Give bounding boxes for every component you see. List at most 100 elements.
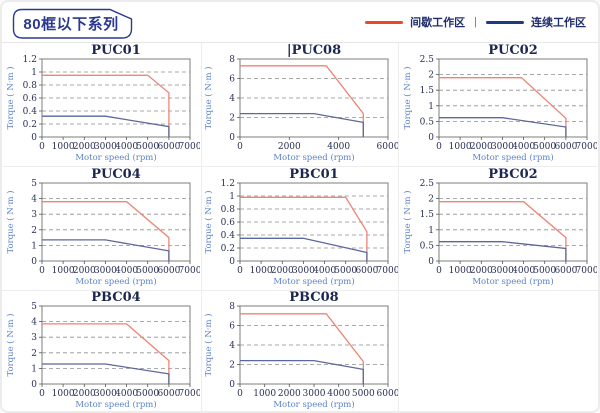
x-tick-label: 4000 (115, 142, 138, 152)
y-axis-label: Torque ( N·m ) (5, 313, 16, 376)
curve-intermittent (41, 200, 170, 261)
y-tick-label: 1 (31, 364, 37, 374)
badge-outline (12, 8, 133, 39)
x-tick-label: 7000 (575, 142, 596, 152)
x-tick-label: 1000 (253, 389, 276, 399)
x-axis-label: Motor speed (rpm) (273, 276, 354, 287)
x-tick-label: 5000 (352, 389, 375, 399)
y-tick-label: 4 (31, 317, 37, 327)
x-tick-label: 4000 (327, 142, 350, 152)
plot-frame (41, 182, 190, 261)
legend: 间歇工作区 | 连续工作区 (365, 14, 586, 30)
x-tick-label: 2000 (72, 142, 95, 152)
y-tick-label: 5 (31, 179, 37, 189)
torque-speed-chart: PUC01 0 0.2 0.4 0.6 0.8 1 1.2 0 10002000300040005… (5, 43, 202, 163)
x-tick-label: 2000 (469, 142, 492, 152)
chart-cell-puc02: PUC02 0 0.5 1 1.5 2 2.5 0 1000 2000 3000 4000 5000 60… (399, 43, 598, 167)
y-axis-label: Torque ( N·m ) (402, 190, 413, 253)
x-tick-label: 7000 (178, 142, 199, 152)
chart-cell-pbc02: PBC02 0 0.5 1 1.5 2 2.5 0 1000 2000 3000 4000 5000 60… (399, 167, 598, 291)
x-tick-label: 3000 (93, 142, 116, 152)
y-tick-label: 2 (229, 360, 235, 370)
x-tick-label: 2000 (469, 266, 492, 276)
x-tick-label: 4000 (115, 389, 138, 399)
y-tick-label: 4 (229, 94, 235, 104)
x-tick-label: 7000 (575, 266, 596, 276)
y-tick-label: 3 (31, 210, 37, 220)
y-tick-label: 4 (229, 341, 235, 351)
y-tick-label: 1.2 (22, 55, 36, 65)
chart-cell-puc04: PUC04 0 1 2 3 4 5 0 1000 2000 3000 4000 5000 6000 7000… (2, 167, 202, 291)
x-tick-label: 2000 (72, 266, 95, 276)
plot-frame (438, 58, 587, 137)
x-tick-label: 6000 (157, 266, 180, 276)
x-axis-label: Motor speed (rpm) (273, 399, 354, 410)
x-tick-label: 1000 (448, 266, 471, 276)
x-tick-label: 4000 (512, 142, 535, 152)
torque-speed-chart: |PUC08 0 2 4 6 8 0 2000 4000 6000 Motor speed (rpm… (203, 43, 398, 163)
y-tick-label: 1 (428, 101, 434, 111)
torque-speed-chart: PBC04 0 1 2 3 4 5 0 1000200030004000500060007000… (5, 291, 202, 410)
x-tick-label: 3000 (93, 266, 116, 276)
x-tick-label: 6000 (377, 389, 398, 399)
y-axis-label: Torque ( N·m ) (203, 190, 214, 253)
y-tick-label: 6 (229, 321, 235, 331)
series-badge: 80框以下系列 (12, 8, 134, 39)
x-tick-label: 0 (39, 142, 45, 152)
torque-speed-chart: PBC02 0 0.5 1 1.5 2 2.5 0 1000200030004000500060… (402, 167, 599, 287)
y-tick-label: 2 (31, 348, 37, 358)
x-axis-label: Motor speed (rpm) (472, 276, 553, 287)
y-tick-label: 2 (229, 113, 235, 123)
x-tick-label: 4000 (512, 266, 535, 276)
y-tick-label: 1.2 (221, 179, 235, 189)
torque-speed-chart: PUC04 0 1 2 3 4 5 0 1000200030004000500060007000… (5, 167, 202, 287)
x-tick-label: 1000 (448, 142, 471, 152)
x-tick-label: 1000 (250, 266, 273, 276)
badge-border-shape (12, 8, 133, 39)
empty-cell (399, 291, 598, 411)
x-tick-label: 0 (237, 389, 243, 399)
y-tick-label: 0.8 (221, 205, 236, 215)
y-tick-label: 0 (229, 133, 235, 143)
x-tick-label: 6000 (157, 389, 180, 399)
y-tick-label: 0 (31, 257, 37, 267)
y-tick-label: 0 (31, 380, 37, 390)
y-tick-label: 6 (229, 74, 235, 84)
x-axis-label: Motor speed (rpm) (75, 152, 156, 163)
curve-continuous (438, 116, 567, 137)
y-tick-label: 0.6 (221, 218, 236, 228)
curve-continuous (240, 237, 368, 261)
chart-title: PBC02 (488, 167, 537, 182)
chart-title: PBC04 (91, 291, 140, 305)
curve-continuous (41, 115, 170, 137)
y-tick-label: 1.5 (419, 86, 434, 96)
curve-continuous (438, 240, 567, 261)
y-tick-label: 0.5 (419, 117, 434, 127)
x-tick-label: 6000 (554, 142, 577, 152)
chart-puc02: PUC02 0 0.5 1 1.5 2 2.5 0 1000 2000 3000 4000 5000 60… (401, 43, 599, 166)
y-tick-label: 0 (428, 133, 434, 143)
y-tick-label: 1 (428, 225, 434, 235)
curve-continuous (240, 359, 364, 384)
y-tick-label: 2.5 (419, 179, 434, 189)
x-tick-label: 7000 (377, 266, 398, 276)
y-axis-label: Torque ( N·m ) (5, 190, 16, 253)
y-tick-label: 0 (428, 257, 434, 267)
x-tick-label: 3000 (292, 266, 315, 276)
y-axis-label: Torque ( N·m ) (5, 66, 16, 129)
x-tick-label: 2000 (271, 266, 294, 276)
legend-line-continuous-icon (486, 20, 524, 24)
curve-intermittent (438, 200, 567, 261)
chart-pbc04: PBC04 0 1 2 3 4 5 0 1000 2000 3000 4000 5000 6000 7000… (4, 291, 202, 411)
plot-frame (438, 182, 587, 261)
x-axis-label: Motor speed (rpm) (75, 276, 156, 287)
y-axis-label: Torque ( N·m ) (402, 66, 413, 129)
y-tick-label: 1 (31, 241, 37, 251)
x-tick-label: 3000 (303, 389, 326, 399)
x-tick-label: 7000 (178, 266, 199, 276)
y-tick-label: 3 (31, 333, 37, 343)
y-tick-label: 2.5 (419, 55, 434, 65)
chart-cell-pbc01: PBC01 0 0.2 0.4 0.6 0.8 1 1.2 0 1000 2000 3000 4000 5… (202, 167, 399, 291)
chart-title: PUC02 (488, 43, 538, 58)
